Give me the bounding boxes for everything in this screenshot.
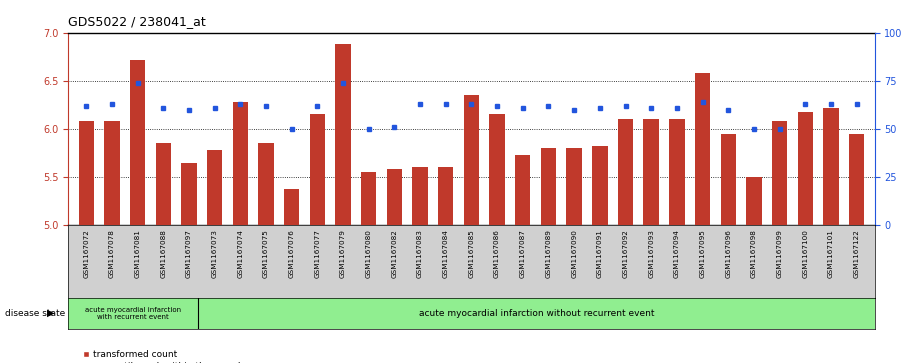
Bar [413,167,428,225]
Text: GSM1167100: GSM1167100 [803,229,808,278]
Text: GSM1167088: GSM1167088 [160,229,167,278]
Bar [284,189,300,225]
Bar [464,95,479,225]
Text: GSM1167101: GSM1167101 [828,229,834,278]
Text: GSM1167099: GSM1167099 [776,229,783,278]
Text: GSM1167080: GSM1167080 [365,229,372,278]
Text: GSM1167076: GSM1167076 [289,229,295,278]
Bar [746,177,762,225]
Text: GSM1167091: GSM1167091 [597,229,603,278]
Bar [78,121,94,225]
Text: GSM1167089: GSM1167089 [546,229,551,278]
Text: GSM1167079: GSM1167079 [340,229,346,278]
Bar [567,148,582,225]
Text: GSM1167093: GSM1167093 [648,229,654,278]
Bar [386,169,402,225]
Text: GSM1167087: GSM1167087 [520,229,526,278]
Text: GSM1167073: GSM1167073 [211,229,218,278]
Bar [335,44,351,225]
Legend: transformed count, percentile rank within the sample: transformed count, percentile rank withi… [82,351,246,363]
Text: GSM1167090: GSM1167090 [571,229,578,278]
Bar [310,114,325,225]
Bar [541,148,557,225]
Text: GSM1167096: GSM1167096 [725,229,732,278]
Bar [670,119,684,225]
Bar [361,172,376,225]
Text: GSM1167077: GSM1167077 [314,229,321,278]
Text: GSM1167082: GSM1167082 [392,229,397,278]
Bar [232,102,248,225]
Bar [643,119,659,225]
Text: GDS5022 / 238041_at: GDS5022 / 238041_at [68,15,206,28]
Text: GSM1167097: GSM1167097 [186,229,192,278]
Bar [618,119,633,225]
Bar [181,163,197,225]
Text: GSM1167084: GSM1167084 [443,229,449,278]
Bar [156,143,171,225]
Text: GSM1167072: GSM1167072 [83,229,89,278]
Bar [104,121,119,225]
Bar [489,114,505,225]
Bar [824,108,839,225]
Text: GSM1167095: GSM1167095 [700,229,705,278]
Bar [772,121,787,225]
Bar [849,134,865,225]
Bar [207,150,222,225]
Text: GSM1167081: GSM1167081 [135,229,140,278]
Text: GSM1167078: GSM1167078 [109,229,115,278]
Text: acute myocardial infarction
with recurrent event: acute myocardial infarction with recurre… [86,307,181,319]
Bar [797,111,813,225]
Bar [592,146,608,225]
Bar [130,60,146,225]
Bar [695,73,711,225]
Text: GSM1167086: GSM1167086 [494,229,500,278]
Bar [721,134,736,225]
Text: GSM1167092: GSM1167092 [622,229,629,278]
Text: GSM1167074: GSM1167074 [238,229,243,278]
Bar [259,143,273,225]
Text: GSM1167098: GSM1167098 [751,229,757,278]
Text: acute myocardial infarction without recurrent event: acute myocardial infarction without recu… [419,309,654,318]
Text: disease state: disease state [5,309,65,318]
Text: GSM1167085: GSM1167085 [468,229,475,278]
Bar [515,155,530,225]
Text: GSM1167122: GSM1167122 [854,229,860,278]
Text: GSM1167075: GSM1167075 [263,229,269,278]
Text: GSM1167083: GSM1167083 [417,229,423,278]
Text: GSM1167094: GSM1167094 [674,229,680,278]
Text: ▶: ▶ [47,308,55,318]
Bar [438,167,454,225]
